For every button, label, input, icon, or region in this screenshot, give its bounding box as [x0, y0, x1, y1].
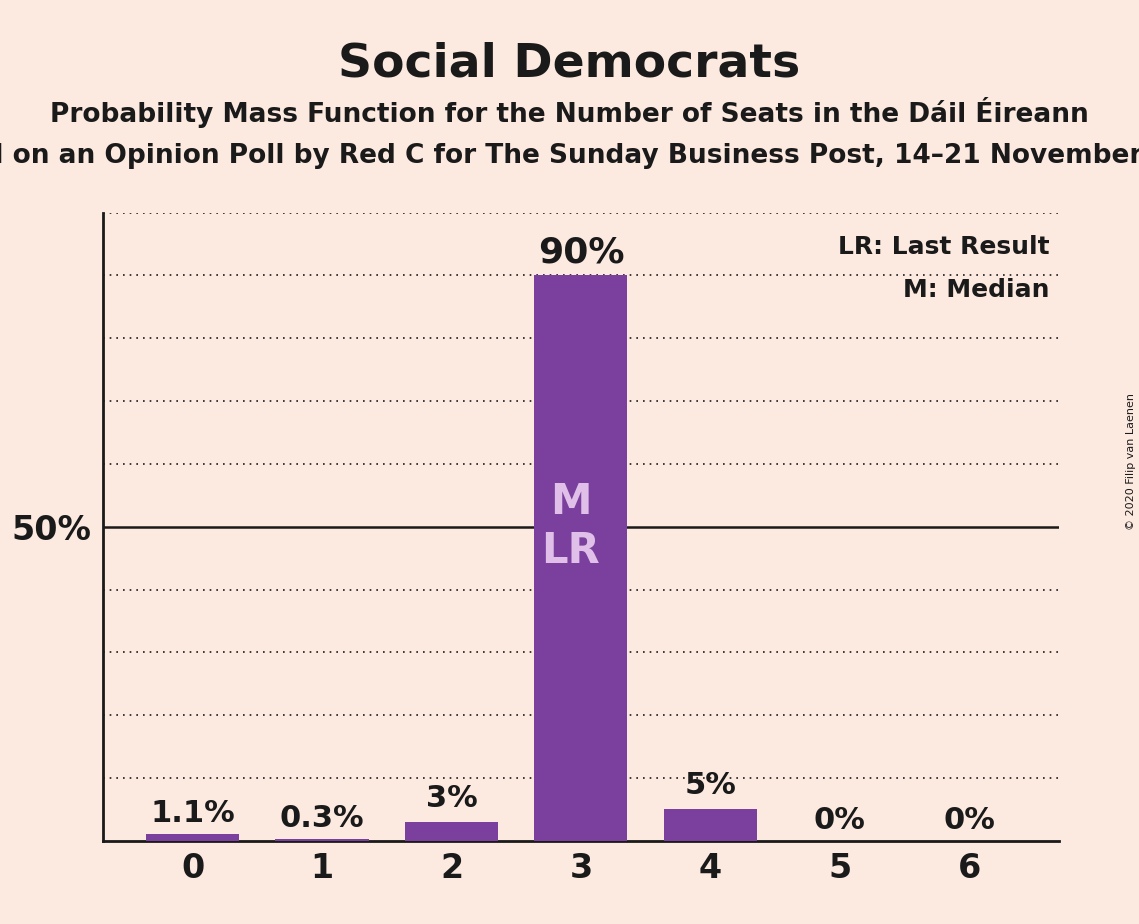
- Text: 0%: 0%: [943, 806, 995, 834]
- Text: Social Democrats: Social Democrats: [338, 42, 801, 87]
- Text: M: Median: M: Median: [903, 278, 1050, 302]
- Bar: [664, 809, 757, 841]
- Text: 1.1%: 1.1%: [150, 798, 235, 828]
- Text: 0%: 0%: [814, 806, 866, 834]
- Text: 0.3%: 0.3%: [280, 804, 364, 833]
- Bar: [276, 839, 369, 841]
- Text: M
LR: M LR: [541, 481, 600, 572]
- Text: Probability Mass Function for the Number of Seats in the Dáil Éireann: Probability Mass Function for the Number…: [50, 97, 1089, 128]
- Bar: [534, 275, 628, 841]
- Text: 90%: 90%: [538, 235, 624, 269]
- Bar: [146, 834, 239, 841]
- Text: Based on an Opinion Poll by Red C for The Sunday Business Post, 14–21 November 2: Based on an Opinion Poll by Red C for Th…: [0, 143, 1139, 169]
- Text: 3%: 3%: [426, 784, 477, 812]
- Bar: [404, 822, 498, 841]
- Text: 5%: 5%: [685, 771, 736, 800]
- Text: © 2020 Filip van Laenen: © 2020 Filip van Laenen: [1126, 394, 1136, 530]
- Text: LR: Last Result: LR: Last Result: [838, 235, 1050, 259]
